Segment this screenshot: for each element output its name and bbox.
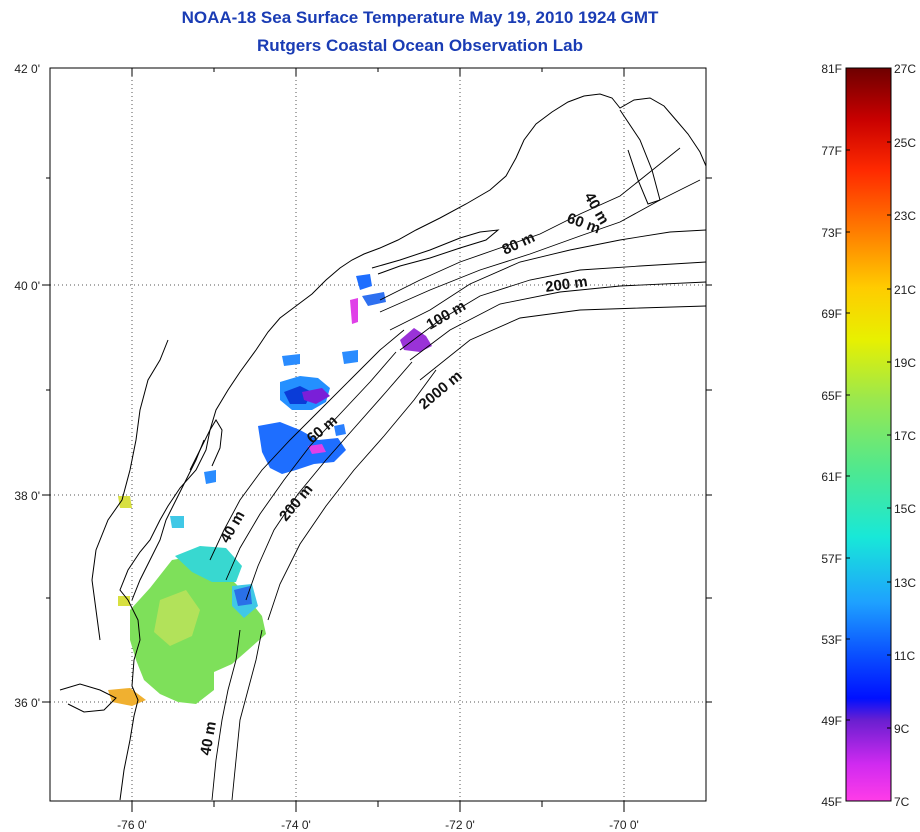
sst-patch-magenta xyxy=(308,444,326,454)
sst-patch-purple-core xyxy=(302,388,330,404)
lat-label: 42 0' xyxy=(14,62,40,76)
colorbar-c-label: 25C xyxy=(894,136,916,150)
colorbar-c-label: 19C xyxy=(894,356,916,370)
colorbar-c-label: 15C xyxy=(894,502,916,516)
sst-patch-blue-main xyxy=(258,422,346,474)
colorbar-c-label: 13C xyxy=(894,576,916,590)
map-grid xyxy=(50,68,706,801)
colorbar-f-label: 49F xyxy=(821,714,842,728)
lon-label: -70 0' xyxy=(609,818,639,832)
contour-60m-north xyxy=(379,179,701,313)
contour-40m-south xyxy=(209,329,405,561)
depth-label: 40 m xyxy=(197,720,220,757)
sst-patch-blue-hudson xyxy=(356,274,372,290)
coastline-main xyxy=(119,93,706,801)
colorbar-c-label: 11C xyxy=(894,649,915,663)
sst-patch-blue-small xyxy=(282,354,300,366)
lat-label: 40 0' xyxy=(14,279,40,293)
sst-patch-orange-pamlico xyxy=(108,688,146,706)
colorbar-f-label: 57F xyxy=(821,552,842,566)
coastline-pamlico xyxy=(59,683,117,713)
contour-2000m xyxy=(419,305,706,381)
colorbar-c-label: 9C xyxy=(894,722,910,736)
coastline-chesapeake-east xyxy=(131,439,205,601)
colorbar-f-label: 73F xyxy=(821,226,842,240)
depth-label: 2000 m xyxy=(416,367,466,413)
contour-60m-south xyxy=(225,351,397,581)
depth-label: 40 m xyxy=(217,508,249,546)
colorbar-f-label: 65F xyxy=(821,389,842,403)
depth-label: 100 m xyxy=(424,297,469,333)
depth-label: 200 m xyxy=(544,273,588,296)
contour-100m xyxy=(399,261,706,351)
colorbar-scale xyxy=(845,67,892,802)
sst-patch-greenyellow xyxy=(154,590,200,646)
sst-patch-purple-shelf xyxy=(400,328,432,352)
contour-80m xyxy=(389,229,706,331)
colorbar-ticks xyxy=(846,141,891,729)
coastline-cape-cod xyxy=(619,109,661,205)
colorbar: 81F 77F 73F 69F 65F 61F 57F 53F 49F 45F … xyxy=(821,62,916,809)
contour-40m-north xyxy=(379,147,681,301)
sst-patch-blue-small2 xyxy=(342,350,358,364)
depth-label: 80 m xyxy=(500,229,538,259)
colorbar-c-label: 21C xyxy=(894,283,916,297)
sst-patch-blue-coast xyxy=(204,470,216,484)
coastline-chesapeake-west xyxy=(91,339,169,641)
lat-label: 36 0' xyxy=(14,696,40,710)
coastline xyxy=(59,93,706,801)
contour-2000m-south xyxy=(267,369,437,621)
sst-patch-cyan-coast2 xyxy=(170,516,184,528)
longitude-labels: -76 0' -74 0' -72 0' -70 0' xyxy=(117,818,639,832)
sst-patch-cyan-south xyxy=(175,546,242,582)
colorbar-c-label: 27C xyxy=(894,62,916,76)
colorbar-f-label: 77F xyxy=(821,144,842,158)
lat-label: 38 0' xyxy=(14,489,40,503)
sst-patch-blue-se xyxy=(334,424,346,436)
coastline-long-island xyxy=(371,229,500,275)
colorbar-f-label: 61F xyxy=(821,470,842,484)
map-ticks xyxy=(42,68,712,812)
lon-label: -72 0' xyxy=(445,818,475,832)
depth-label: 200 m xyxy=(276,481,316,525)
contour-40m-hatteras xyxy=(211,629,241,801)
colorbar-f-label: 69F xyxy=(821,307,842,321)
colorbar-f-label: 53F xyxy=(821,633,842,647)
contour-200m-south xyxy=(245,361,413,601)
sst-patch-magenta-2 xyxy=(350,298,358,324)
sst-data-layer xyxy=(108,274,432,706)
map-frame xyxy=(49,67,707,802)
coastline-delaware-bay xyxy=(189,419,223,471)
colorbar-c-label: 23C xyxy=(894,209,916,223)
depth-contours xyxy=(209,147,706,801)
sst-patch-blue-ny xyxy=(362,292,386,306)
contour-200m-north xyxy=(409,281,706,361)
latitude-labels: 42 0' 40 0' 38 0' 36 0' xyxy=(14,62,40,710)
map-title: NOAA-18 Sea Surface Temperature May 19, … xyxy=(181,8,659,27)
lon-label: -74 0' xyxy=(281,818,311,832)
colorbar-c-label: 7C xyxy=(894,795,910,809)
colorbar-f-label: 45F xyxy=(821,795,842,809)
colorbar-c-label: 17C xyxy=(894,429,916,443)
sst-patch-blue-hatteras xyxy=(234,586,252,606)
sst-patch-yellow-delmarva xyxy=(118,496,132,508)
colorbar-f-label: 81F xyxy=(821,62,842,76)
contour-200m-hatteras xyxy=(231,629,263,801)
lon-label: -76 0' xyxy=(117,818,147,832)
sst-patch-green-south xyxy=(130,556,266,704)
map-subtitle: Rutgers Coastal Ocean Observation Lab xyxy=(257,36,583,55)
